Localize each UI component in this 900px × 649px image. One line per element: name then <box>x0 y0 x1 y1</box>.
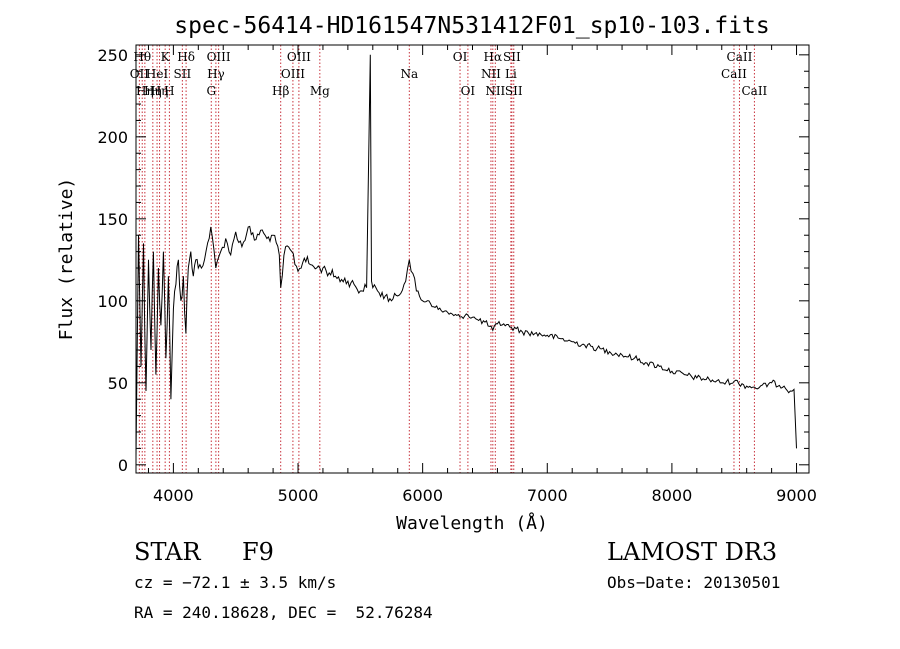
y-tick-label-1: 50 <box>108 374 128 393</box>
line-label-0: OII <box>130 67 150 81</box>
chart-title: spec-56414-HD161547N531412F01_sp10-103.f… <box>174 13 769 39</box>
line-label-12: OIII <box>207 50 231 64</box>
object-subclass: F9 <box>242 538 274 566</box>
y-tick-label-5: 250 <box>97 46 128 65</box>
line-label-18: OI <box>453 50 468 64</box>
y-tick-label-3: 150 <box>97 210 128 229</box>
x-tick-label-2: 6000 <box>402 486 443 505</box>
line-label-1: Hθ <box>133 50 151 64</box>
line-label-11: Hγ <box>207 67 225 81</box>
x-tick-label-3: 7000 <box>527 486 568 505</box>
line-label-13: Hβ <box>272 84 289 98</box>
line-label-3: Hη <box>144 84 162 98</box>
line-label-25: SII <box>505 84 523 98</box>
line-label-17: Na <box>400 67 418 81</box>
redshift-cz: cz = −72.1 ± 3.5 km/s <box>134 573 337 592</box>
y-tick-label-4: 200 <box>97 128 128 147</box>
spectral-line-markers <box>138 45 755 473</box>
y-axis-label: Flux (relative) <box>56 178 77 341</box>
line-label-21: Hα <box>484 50 503 64</box>
y-tick-label-2: 100 <box>97 292 128 311</box>
line-label-7: H <box>164 84 174 98</box>
line-label-26: CaII <box>721 67 747 81</box>
line-label-19: OI <box>461 84 476 98</box>
line-label-23: Li <box>505 67 517 81</box>
line-label-6: K <box>161 50 171 64</box>
line-label-15: OIII <box>287 50 311 64</box>
x-tick-label-5: 9000 <box>776 486 817 505</box>
x-tick-label-0: 4000 <box>153 486 194 505</box>
x-tick-label-4: 8000 <box>652 486 693 505</box>
line-label-27: CaII <box>727 50 753 64</box>
line-label-5: Hη <box>151 84 169 98</box>
line-label-20: NII <box>481 67 501 81</box>
line-label-16: Mg <box>310 84 330 98</box>
line-label-24: SII <box>503 50 521 64</box>
line-label-9: Hδ <box>177 50 195 64</box>
line-label-14: OIII <box>281 67 305 81</box>
line-label-10: G <box>206 84 216 98</box>
line-label-4: HeI <box>146 67 169 81</box>
y-axis-ticks: 0 50 100 150 200 250 <box>97 46 809 475</box>
object-class: STAR <box>134 538 201 566</box>
x-axis-label: Wavelength (Å) <box>396 512 548 534</box>
spectrum-line <box>135 54 797 457</box>
x-axis-ticks: 4000 5000 6000 7000 8000 9000 <box>147 45 817 505</box>
line-label-8: SII <box>174 67 192 81</box>
survey-name: LAMOST DR3 <box>607 538 778 566</box>
y-tick-label-0: 0 <box>118 456 128 475</box>
observation-date: Obs−Date: 20130501 <box>607 573 781 592</box>
line-label-22: NII <box>485 84 505 98</box>
spectral-line-labels: OIIHθHηHηHeIHηKHSIIHδGHγOIIIHβOIIIOIIIMg… <box>130 50 768 98</box>
x-tick-label-1: 5000 <box>278 486 319 505</box>
line-label-28: CaII <box>741 84 767 98</box>
ra-dec-coordinates: RA = 240.18628, DEC = 52.76284 <box>134 603 433 622</box>
plot-frame <box>135 44 810 474</box>
